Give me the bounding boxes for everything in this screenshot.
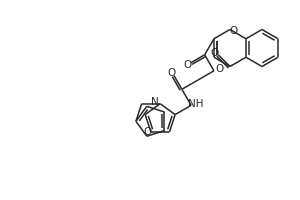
Text: O: O xyxy=(216,64,224,74)
Text: O: O xyxy=(183,60,191,70)
Text: N: N xyxy=(151,97,159,107)
Text: NH: NH xyxy=(188,99,204,109)
Text: O: O xyxy=(230,25,238,36)
Text: O: O xyxy=(167,68,175,78)
Text: O: O xyxy=(210,48,218,58)
Text: O: O xyxy=(144,127,152,137)
